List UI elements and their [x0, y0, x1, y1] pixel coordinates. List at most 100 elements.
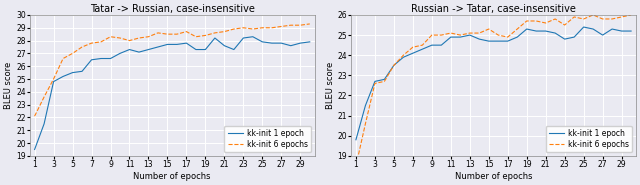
kk-init 6 epochs: [287, 24, 294, 26]
kk-init 6 epochs: [116, 37, 124, 39]
kk-init 1 epoch: [409, 52, 417, 54]
kk-init 6 epochs: [78, 46, 86, 48]
kk-init 6 epochs: [259, 27, 266, 29]
kk-init 1 epoch: [551, 32, 559, 34]
kk-init 6 epochs: [371, 82, 379, 85]
kk-init 6 epochs: [466, 32, 474, 34]
Title: Russian -> Tatar, case-insensitive: Russian -> Tatar, case-insensitive: [411, 4, 576, 14]
kk-init 1 epoch: [60, 75, 67, 78]
kk-init 1 epoch: [627, 30, 635, 32]
kk-init 1 epoch: [116, 52, 124, 55]
kk-init 6 epochs: [154, 32, 162, 34]
kk-init 1 epoch: [513, 36, 521, 38]
kk-init 1 epoch: [107, 57, 115, 60]
kk-init 1 epoch: [173, 43, 180, 46]
kk-init 1 epoch: [589, 28, 597, 30]
kk-init 1 epoch: [352, 139, 360, 141]
kk-init 6 epochs: [362, 123, 369, 125]
kk-init 6 epochs: [599, 18, 607, 20]
kk-init 6 epochs: [428, 34, 436, 36]
kk-init 6 epochs: [419, 44, 426, 46]
kk-init 6 epochs: [447, 32, 454, 34]
kk-init 1 epoch: [259, 41, 266, 43]
kk-init 1 epoch: [230, 48, 237, 51]
kk-init 6 epochs: [561, 24, 568, 26]
kk-init 1 epoch: [154, 46, 162, 48]
kk-init 6 epochs: [31, 115, 38, 117]
kk-init 1 epoch: [192, 48, 200, 51]
kk-init 1 epoch: [221, 45, 228, 47]
kk-init 6 epochs: [68, 52, 76, 55]
kk-init 1 epoch: [202, 48, 209, 51]
kk-init 1 epoch: [456, 36, 464, 38]
kk-init 6 epochs: [523, 20, 531, 22]
kk-init 6 epochs: [513, 28, 521, 30]
kk-init 6 epochs: [40, 96, 48, 98]
kk-init 1 epoch: [239, 37, 247, 39]
kk-init 6 epochs: [551, 18, 559, 20]
kk-init 1 epoch: [428, 44, 436, 46]
kk-init 6 epochs: [239, 27, 247, 29]
kk-init 1 epoch: [466, 34, 474, 36]
kk-init 6 epochs: [306, 23, 314, 25]
kk-init 6 epochs: [589, 14, 597, 16]
kk-init 6 epochs: [476, 32, 483, 34]
kk-init 1 epoch: [88, 59, 95, 61]
kk-init 6 epochs: [580, 18, 588, 20]
kk-init 6 epochs: [211, 32, 219, 34]
kk-init 1 epoch: [381, 78, 388, 80]
kk-init 6 epochs: [182, 31, 190, 33]
kk-init 6 epochs: [88, 42, 95, 44]
Line: kk-init 1 epoch: kk-init 1 epoch: [356, 27, 631, 140]
Legend: kk-init 1 epoch, kk-init 6 epochs: kk-init 1 epoch, kk-init 6 epochs: [546, 126, 632, 152]
kk-init 1 epoch: [608, 28, 616, 30]
kk-init 6 epochs: [296, 24, 304, 26]
kk-init 1 epoch: [580, 26, 588, 28]
X-axis label: Number of epochs: Number of epochs: [455, 172, 532, 181]
kk-init 1 epoch: [476, 38, 483, 40]
kk-init 6 epochs: [221, 31, 228, 33]
kk-init 1 epoch: [532, 30, 540, 32]
kk-init 1 epoch: [542, 30, 550, 32]
kk-init 1 epoch: [399, 56, 407, 58]
kk-init 1 epoch: [268, 42, 276, 44]
kk-init 1 epoch: [182, 42, 190, 44]
kk-init 1 epoch: [447, 36, 454, 38]
kk-init 6 epochs: [608, 18, 616, 20]
kk-init 6 epochs: [107, 36, 115, 38]
kk-init 6 epochs: [570, 16, 578, 18]
kk-init 6 epochs: [485, 28, 493, 30]
kk-init 6 epochs: [456, 34, 464, 36]
kk-init 1 epoch: [135, 51, 143, 53]
kk-init 1 epoch: [390, 64, 397, 66]
kk-init 6 epochs: [390, 64, 397, 66]
kk-init 1 epoch: [523, 28, 531, 30]
kk-init 6 epochs: [542, 22, 550, 24]
kk-init 6 epochs: [495, 34, 502, 36]
kk-init 1 epoch: [485, 40, 493, 42]
kk-init 1 epoch: [278, 42, 285, 44]
Y-axis label: BLEU score: BLEU score: [326, 62, 335, 109]
kk-init 1 epoch: [97, 57, 105, 60]
kk-init 1 epoch: [561, 38, 568, 40]
kk-init 6 epochs: [438, 34, 445, 36]
kk-init 1 epoch: [371, 80, 379, 83]
kk-init 6 epochs: [352, 165, 360, 167]
kk-init 1 epoch: [306, 41, 314, 43]
kk-init 6 epochs: [504, 36, 511, 38]
kk-init 6 epochs: [135, 37, 143, 39]
kk-init 6 epochs: [627, 14, 635, 16]
kk-init 6 epochs: [173, 33, 180, 35]
kk-init 1 epoch: [570, 36, 578, 38]
kk-init 1 epoch: [296, 42, 304, 44]
kk-init 6 epochs: [192, 36, 200, 38]
kk-init 1 epoch: [40, 123, 48, 125]
kk-init 6 epochs: [618, 16, 625, 18]
Y-axis label: BLEU score: BLEU score: [4, 62, 13, 109]
kk-init 6 epochs: [97, 41, 105, 43]
kk-init 1 epoch: [362, 105, 369, 107]
Line: kk-init 6 epochs: kk-init 6 epochs: [35, 24, 310, 116]
kk-init 1 epoch: [419, 48, 426, 50]
kk-init 6 epochs: [145, 36, 152, 38]
kk-init 6 epochs: [532, 20, 540, 22]
